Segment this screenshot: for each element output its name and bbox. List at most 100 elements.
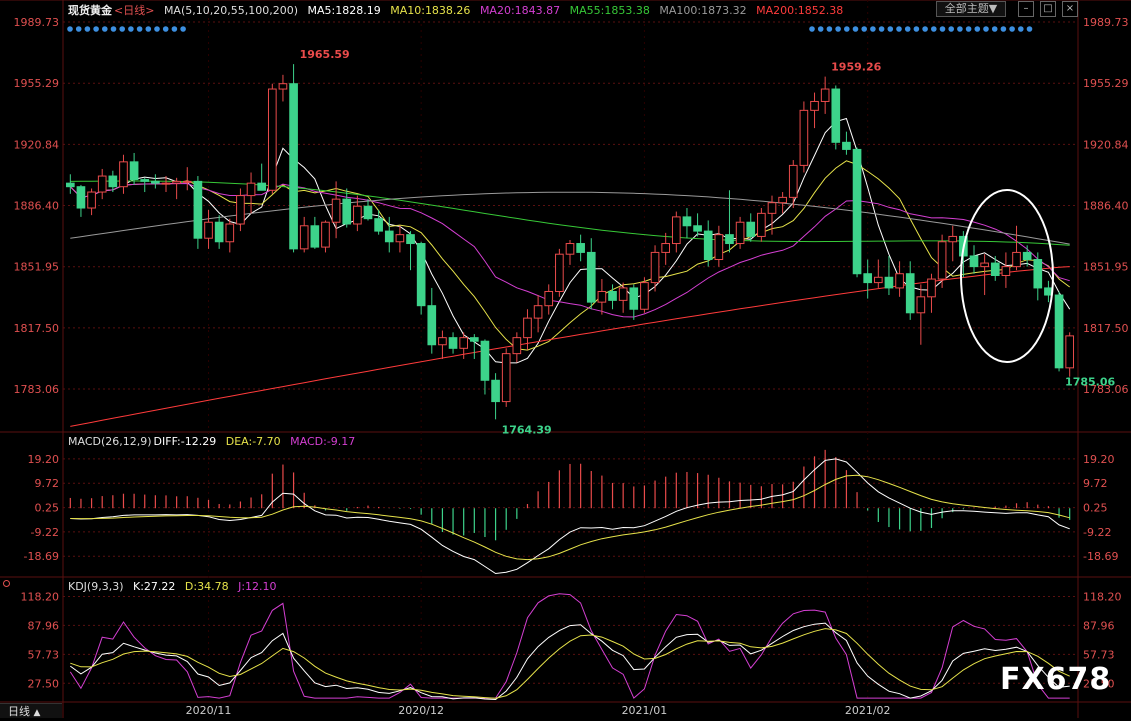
candle-body[interactable] (172, 180, 181, 184)
candle-body[interactable] (990, 262, 1000, 277)
candle-body[interactable] (512, 337, 522, 355)
candle-body[interactable] (108, 175, 118, 188)
candle-body[interactable] (671, 216, 681, 245)
candle-body[interactable] (597, 290, 607, 303)
candle-body[interactable] (236, 195, 245, 225)
candle-body[interactable] (438, 337, 447, 346)
candle-body[interactable] (608, 290, 617, 301)
candle-body[interactable] (884, 276, 894, 289)
candle-body[interactable] (916, 296, 926, 314)
candle-body[interactable] (193, 180, 203, 239)
candle-body[interactable] (948, 235, 958, 243)
candle-body[interactable] (427, 305, 437, 346)
candle-body[interactable] (1033, 259, 1043, 289)
candle-body[interactable] (746, 221, 756, 237)
minimize-icon[interactable]: – (1018, 1, 1034, 17)
candle-body[interactable] (384, 230, 394, 243)
candlestick-series[interactable] (65, 64, 1075, 420)
candle-body[interactable] (757, 212, 766, 237)
candle-body[interactable] (980, 262, 989, 268)
candle-body[interactable] (799, 109, 809, 166)
candle-body[interactable] (1065, 335, 1075, 369)
candle-body[interactable] (725, 234, 734, 245)
candle-body[interactable] (469, 337, 479, 342)
candle-body[interactable] (395, 234, 405, 243)
candle-body[interactable] (161, 182, 171, 185)
candle-body[interactable] (523, 317, 532, 339)
candle-body[interactable] (735, 221, 745, 245)
candle-body[interactable] (852, 148, 862, 275)
candle-body[interactable] (129, 161, 139, 181)
candle-body[interactable] (278, 83, 288, 90)
candle-body[interactable] (629, 287, 639, 310)
candle-body[interactable] (214, 221, 224, 243)
candle-body[interactable] (65, 182, 75, 188)
close-icon[interactable]: × (1062, 1, 1078, 17)
candle-body[interactable] (650, 251, 660, 284)
candle-body[interactable] (331, 198, 341, 223)
candle-body[interactable] (225, 223, 235, 243)
candle-body[interactable] (76, 186, 86, 209)
candle-body[interactable] (618, 287, 628, 301)
restore-icon[interactable]: □ (1040, 1, 1056, 17)
candle-body[interactable] (767, 202, 777, 214)
candle-body[interactable] (863, 273, 873, 284)
candle-body[interactable] (1012, 251, 1021, 268)
candle-body[interactable] (640, 282, 649, 310)
candle-body[interactable] (406, 234, 415, 245)
candle-body[interactable] (693, 225, 702, 232)
candle-body[interactable] (873, 276, 883, 284)
candle-body[interactable] (353, 205, 362, 225)
candle-body[interactable] (299, 225, 309, 250)
candle-body[interactable] (533, 305, 543, 319)
candle-body[interactable] (267, 88, 277, 191)
candle-body[interactable] (565, 243, 575, 255)
candle-body[interactable] (576, 243, 585, 253)
candle-body[interactable] (810, 100, 819, 111)
candle-body[interactable] (820, 88, 830, 102)
candle-body[interactable] (555, 253, 564, 292)
candle-body[interactable] (87, 191, 96, 209)
candle-body[interactable] (480, 340, 490, 381)
candle-body[interactable] (246, 182, 256, 197)
candle-body[interactable] (342, 198, 352, 225)
candle-body[interactable] (586, 251, 596, 303)
candle-body[interactable] (140, 179, 150, 182)
candle-body[interactable] (1054, 294, 1064, 369)
candle-body[interactable] (927, 278, 936, 298)
candle-body[interactable] (448, 337, 458, 349)
candle-body[interactable] (1001, 266, 1011, 277)
candle-body[interactable] (714, 234, 724, 261)
indicator-settings-icon[interactable] (3, 580, 10, 587)
candle-body[interactable] (310, 225, 320, 248)
theme-dropdown[interactable]: 全部主题▼ (936, 1, 1006, 17)
candle-body[interactable] (937, 241, 947, 280)
period-link[interactable]: <日线> (114, 4, 155, 17)
candle-body[interactable] (119, 161, 128, 188)
candle-body[interactable] (682, 216, 692, 227)
candle-body[interactable] (491, 379, 500, 403)
candle-body[interactable] (501, 353, 511, 403)
candle-body[interactable] (544, 290, 554, 307)
candle-body[interactable] (459, 337, 469, 349)
candle-body[interactable] (182, 180, 192, 183)
candle-body[interactable] (97, 175, 107, 193)
candle-body[interactable] (416, 243, 426, 307)
candle-body[interactable] (895, 273, 904, 289)
candle-body[interactable] (289, 83, 298, 250)
candle-body[interactable] (321, 221, 330, 248)
candle-body[interactable] (204, 221, 213, 239)
candle-body[interactable] (905, 273, 915, 314)
candle-body[interactable] (778, 196, 787, 204)
candle-body[interactable] (788, 164, 798, 198)
period-selector[interactable]: 日线 ▲ (0, 703, 62, 718)
candle-body[interactable] (831, 88, 841, 143)
candle-body[interactable] (151, 180, 160, 184)
candle-body[interactable] (703, 230, 713, 261)
candle-body[interactable] (257, 182, 267, 191)
candle-body[interactable] (363, 205, 373, 220)
candle-body[interactable] (969, 255, 979, 268)
candle-body[interactable] (842, 141, 851, 150)
candle-body[interactable] (661, 243, 671, 253)
candle-body[interactable] (374, 218, 383, 232)
